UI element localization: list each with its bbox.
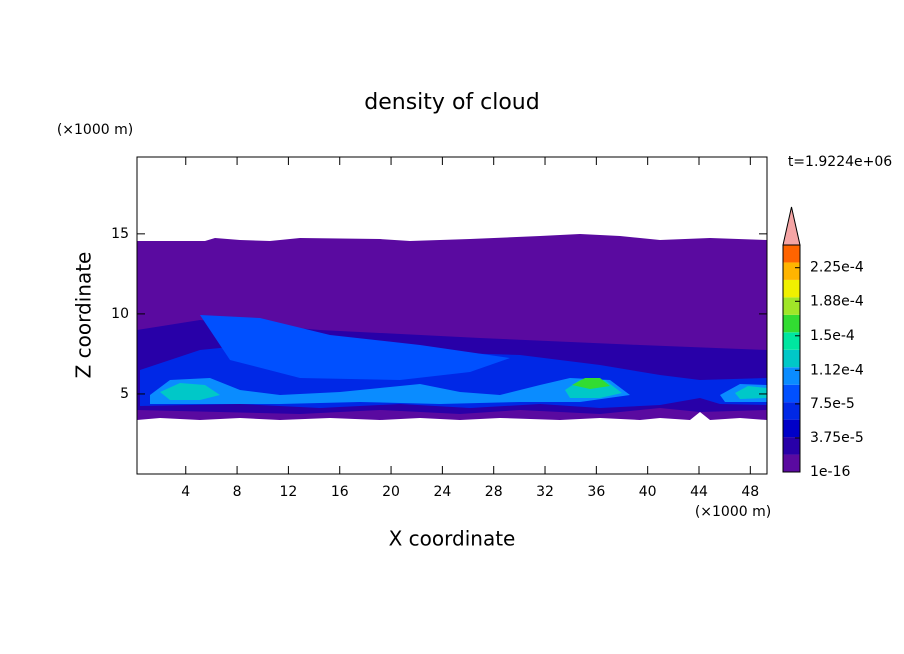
colorbar-tick-label: 1.12e-4 (810, 362, 864, 378)
plot-frame (136, 156, 768, 475)
colorbar-band (783, 297, 800, 315)
y-tick-label: 15 (111, 226, 129, 242)
colorbar-band (783, 349, 800, 368)
x-tick-label: 40 (639, 484, 657, 500)
colorbar-tick-label: 7.5e-5 (810, 396, 855, 412)
colorbar-band (783, 419, 800, 438)
colorbar-band (783, 437, 800, 455)
colorbar-band (783, 245, 800, 263)
x-tick-label: 12 (279, 484, 297, 500)
x-tick-label: 36 (587, 484, 605, 500)
colorbar-tick-label: 1e-16 (810, 464, 850, 480)
colorbar-tick-label: 3.75e-5 (810, 430, 864, 446)
x-tick-label: 44 (690, 484, 708, 500)
cloud-region (572, 378, 610, 389)
colorbar-band (783, 332, 800, 350)
colorbar-frame (782, 244, 801, 473)
colorbar-tick-label: 1.5e-4 (810, 328, 855, 344)
colorbar-band (783, 367, 800, 385)
x-tick-label: 48 (741, 484, 759, 500)
y-tick-label: 10 (111, 306, 129, 322)
colorbar-band (783, 279, 800, 298)
chart-title: density of cloud (364, 90, 539, 115)
x-tick-label: 24 (433, 484, 451, 500)
x-tick-label: 4 (181, 484, 190, 500)
y-unit: (×1000 m) (57, 122, 133, 138)
x-tick-label: 32 (536, 484, 554, 500)
y-tick-label: 5 (120, 386, 129, 402)
cloud-region (150, 378, 767, 404)
cloud-region (200, 315, 510, 380)
x-tick-label: 16 (331, 484, 349, 500)
colorbar-band (783, 402, 800, 420)
contour-field (137, 234, 767, 420)
colorbar-band (783, 262, 800, 280)
colorbar-tick-label: 2.25e-4 (810, 260, 864, 276)
x-tick-label: 28 (485, 484, 503, 500)
colorbar-extend (782, 206, 801, 246)
colorbar-band (783, 314, 800, 333)
x-axis-label: X coordinate (389, 527, 516, 551)
x-tick-label: 20 (382, 484, 400, 500)
time-label: t=1.9224e+06 (788, 154, 892, 170)
x-unit: (×1000 m) (695, 504, 771, 520)
colorbar-tick-label: 1.88e-4 (810, 293, 864, 309)
colorbar-band (783, 454, 800, 472)
x-tick-label: 8 (233, 484, 242, 500)
y-axis-label: Z coordinate (72, 252, 96, 379)
colorbar-band (783, 384, 800, 403)
